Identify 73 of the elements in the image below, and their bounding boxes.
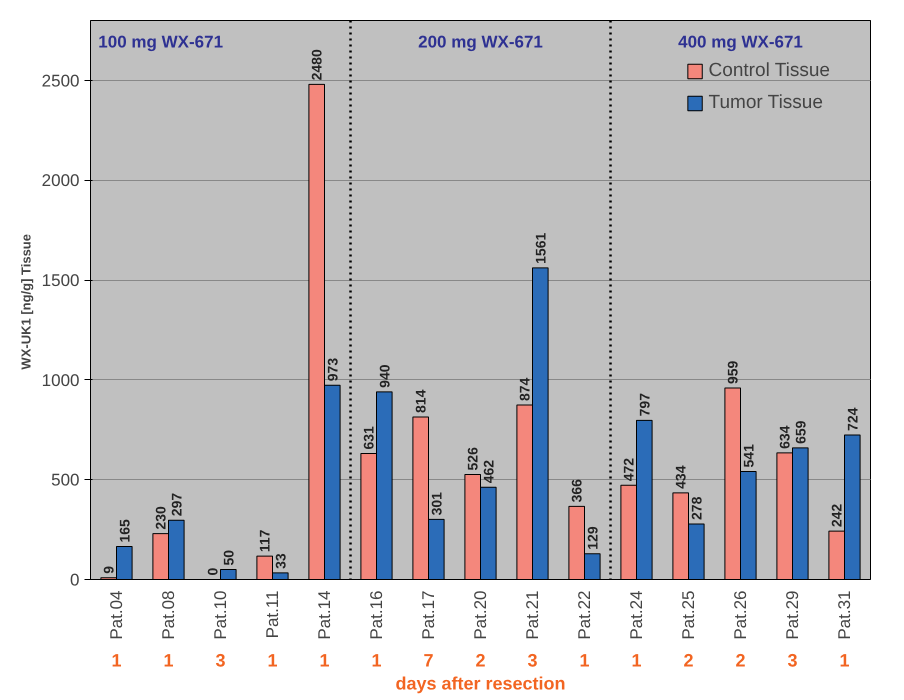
- annotation: 400 mg WX-671: [678, 32, 803, 52]
- data-label: 814: [412, 389, 429, 413]
- data-label: 973: [324, 358, 340, 382]
- x-tick-label: Pat.21: [523, 590, 542, 640]
- data-label: 301: [428, 492, 444, 516]
- x-tick-label: Pat.29: [783, 590, 802, 640]
- x-tick-label: Pat.08: [159, 590, 178, 640]
- y-tick-label: 500: [51, 470, 80, 490]
- x-tick-label: Pat.24: [627, 590, 646, 640]
- data-label: 165: [116, 518, 132, 543]
- data-label: 797: [636, 392, 652, 416]
- data-label: 1561: [532, 232, 548, 264]
- text: 1: [163, 650, 174, 670]
- annotation: 200 mg WX-671: [418, 32, 543, 52]
- data-label: 472: [620, 458, 637, 482]
- text: 1: [839, 650, 850, 670]
- data-label: 230: [152, 506, 169, 530]
- x-tick-label: Pat.22: [575, 590, 594, 640]
- text: 2: [683, 650, 694, 670]
- data-label: 434: [672, 465, 689, 489]
- data-label: 50: [220, 550, 236, 566]
- text: 3: [787, 650, 798, 670]
- data-label: 242: [828, 504, 845, 528]
- data-label: 634: [776, 425, 793, 449]
- text: 1: [267, 650, 278, 670]
- data-label: 959: [724, 360, 741, 384]
- data-label: 462: [480, 460, 496, 484]
- data-label: 940: [376, 364, 392, 388]
- text: 7: [423, 650, 434, 670]
- y-tick-label: 1000: [42, 370, 80, 390]
- x-tick-label: Pat.04: [107, 590, 126, 640]
- data-label: 631: [360, 426, 377, 450]
- annotation: 100 mg WX-671: [98, 32, 224, 52]
- data-label: 33: [272, 553, 288, 569]
- data-label: 297: [168, 492, 184, 516]
- text: 1: [371, 650, 382, 670]
- x-tick-label: Pat.16: [367, 590, 386, 640]
- x-tick-label: Pat.26: [731, 590, 750, 640]
- data-label: 659: [792, 420, 808, 444]
- text: 3: [215, 650, 226, 670]
- data-label: 9: [100, 566, 117, 574]
- y-tick-label: 0: [70, 570, 80, 590]
- y-tick-label: 1500: [42, 271, 80, 290]
- data-label: 874: [516, 377, 533, 402]
- text: 1: [319, 650, 330, 670]
- data-label: 2480: [308, 49, 325, 80]
- data-label: 278: [688, 496, 704, 520]
- x-tick-label: Pat.10: [211, 590, 230, 640]
- data-label: 366: [568, 478, 585, 502]
- text: 1: [579, 650, 590, 670]
- x-tick-label: Pat.25: [679, 590, 698, 640]
- legend-label: Tumor Tissue: [708, 92, 823, 114]
- text: 1: [631, 650, 642, 670]
- text: 1: [111, 650, 122, 670]
- x-tick-label: Pat.14: [315, 590, 334, 640]
- y-tick-label: 2500: [42, 71, 80, 90]
- text: 3: [527, 650, 538, 670]
- data-label: 526: [464, 446, 481, 470]
- x-tick-label: Pat.31: [835, 590, 854, 640]
- data-label: 129: [584, 526, 600, 550]
- x-tick-label: Pat.11: [263, 590, 282, 638]
- x-axis-title: days after resection: [395, 674, 566, 694]
- legend-label: Control Tissue: [708, 60, 830, 82]
- data-label: 117: [256, 529, 273, 552]
- text: 2: [735, 650, 746, 670]
- x-tick-label: Pat.20: [471, 590, 490, 640]
- data-label: 0: [204, 568, 221, 576]
- text: 2: [475, 650, 486, 670]
- x-tick-label: Pat.17: [419, 590, 438, 640]
- data-label: 541: [740, 444, 756, 468]
- data-label: 724: [844, 407, 860, 431]
- y-tick-label: 2000: [42, 171, 80, 190]
- y-axis-title: WX-UK1 [ng/g] Tissue: [18, 234, 34, 370]
